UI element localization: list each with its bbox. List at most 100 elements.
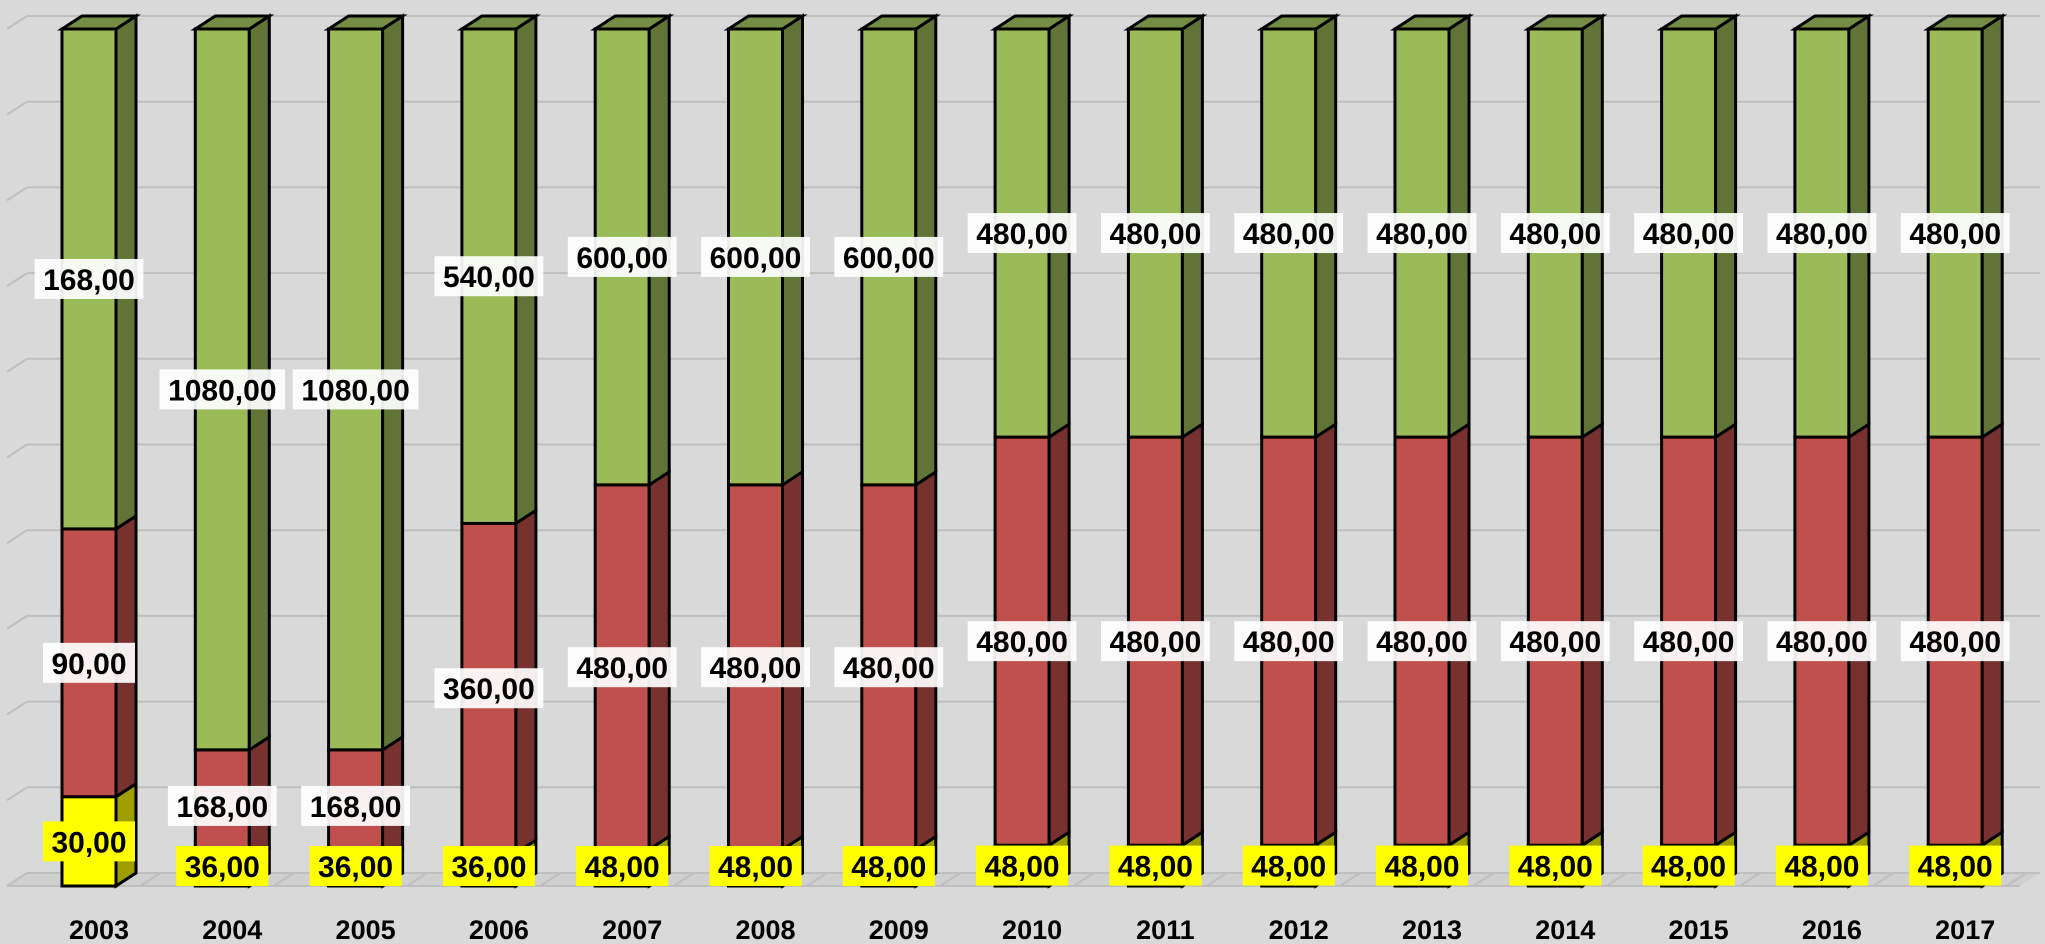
gridline-side [7,787,27,800]
svg-text:48,00: 48,00 [1784,851,1859,884]
svg-text:1080,00: 1080,00 [168,374,276,407]
x-tick-2008: 2008 [735,915,795,944]
data-label-2013-s2: 480,00 [1368,621,1477,661]
gridline-side [7,445,27,458]
data-label-2012-s3: 480,00 [1234,213,1343,253]
gridline-side [7,16,27,29]
x-tick-2011: 2011 [1136,915,1195,944]
x-tick-2012: 2012 [1269,915,1329,944]
svg-text:48,00: 48,00 [851,851,926,884]
svg-text:540,00: 540,00 [443,261,535,294]
svg-text:480,00: 480,00 [1243,218,1335,251]
data-label-2010-s3: 480,00 [968,213,1077,253]
data-label-2014-s3: 480,00 [1501,213,1610,253]
data-label-2006-s3: 540,00 [435,256,544,296]
x-tick-2010: 2010 [1002,915,1062,944]
data-label-2013-s3: 480,00 [1368,213,1477,253]
svg-text:168,00: 168,00 [43,264,135,297]
svg-text:48,00: 48,00 [1518,851,1593,884]
x-tick-2017: 2017 [1935,915,1995,944]
data-label-2016-s3: 480,00 [1768,213,1877,253]
svg-text:480,00: 480,00 [576,652,668,685]
svg-text:48,00: 48,00 [985,851,1060,884]
svg-text:48,00: 48,00 [585,851,660,884]
svg-text:48,00: 48,00 [1118,851,1193,884]
gridline-side [7,187,27,200]
svg-text:480,00: 480,00 [1909,218,2001,251]
svg-text:36,00: 36,00 [318,851,393,884]
svg-text:48,00: 48,00 [718,851,793,884]
svg-text:360,00: 360,00 [443,673,535,706]
data-label-2010-s2: 480,00 [968,621,1077,661]
x-tick-2007: 2007 [602,915,662,944]
data-label-2014-s2: 480,00 [1501,621,1610,661]
svg-text:600,00: 600,00 [576,242,668,275]
svg-text:1080,00: 1080,00 [301,374,409,407]
gridline-side [7,102,27,115]
svg-text:480,00: 480,00 [976,218,1068,251]
data-label-2004-s1: 36,00 [176,846,268,886]
data-label-2006-s2: 360,00 [435,668,544,708]
data-label-2017-s3: 480,00 [1901,213,2010,253]
data-label-2011-s1: 48,00 [1109,846,1201,886]
data-label-2009-s3: 600,00 [834,237,943,277]
data-label-2009-s1: 48,00 [843,846,935,886]
gridline-side [7,359,27,372]
gridline-side [7,702,27,715]
data-label-2016-s2: 480,00 [1768,621,1877,661]
data-label-2005-s3: 1080,00 [293,369,419,409]
svg-text:480,00: 480,00 [1376,626,1468,659]
x-tick-2009: 2009 [869,915,929,944]
data-label-2007-s1: 48,00 [576,846,668,886]
data-label-2011-s3: 480,00 [1101,213,1210,253]
x-tick-2004: 2004 [202,915,262,944]
svg-text:48,00: 48,00 [1251,851,1326,884]
data-label-2004-s3: 1080,00 [160,369,286,409]
svg-text:48,00: 48,00 [1384,851,1459,884]
bars [62,16,2002,886]
svg-text:480,00: 480,00 [976,626,1068,659]
data-label-2003-s1: 30,00 [43,821,135,861]
x-tick-2005: 2005 [336,915,396,944]
svg-text:480,00: 480,00 [1110,626,1202,659]
data-label-2011-s2: 480,00 [1101,621,1210,661]
data-label-2008-s2: 480,00 [701,647,810,687]
svg-text:90,00: 90,00 [51,648,126,681]
svg-text:168,00: 168,00 [176,791,268,824]
data-label-2005-s1: 36,00 [310,846,402,886]
data-label-2008-s1: 48,00 [710,846,802,886]
data-label-2014-s1: 48,00 [1509,846,1601,886]
svg-text:480,00: 480,00 [1776,218,1868,251]
gridline-side [7,273,27,286]
x-axis-tick-labels: 2003 2004 2005 2006 2007 2008 2009 2010 2011 2012… [69,915,1995,944]
data-label-2012-s2: 480,00 [1234,621,1343,661]
svg-text:480,00: 480,00 [1243,626,1335,659]
svg-text:600,00: 600,00 [843,242,935,275]
data-label-2015-s2: 480,00 [1634,621,1743,661]
svg-text:480,00: 480,00 [1110,218,1202,251]
svg-text:36,00: 36,00 [451,851,526,884]
svg-text:48,00: 48,00 [1651,851,1726,884]
data-label-2007-s2: 480,00 [568,647,677,687]
data-label-2003-s2: 90,00 [43,643,135,683]
data-label-2008-s3: 600,00 [701,237,810,277]
data-label-2013-s1: 48,00 [1376,846,1468,886]
svg-text:480,00: 480,00 [1643,626,1735,659]
x-tick-2015: 2015 [1669,915,1729,944]
data-label-2003-s3: 168,00 [35,259,144,299]
svg-text:480,00: 480,00 [1643,218,1735,251]
data-label-2007-s3: 600,00 [568,237,677,277]
data-label-2016-s1: 48,00 [1776,846,1868,886]
data-label-2010-s1: 48,00 [976,846,1068,886]
data-label-2015-s1: 48,00 [1643,846,1735,886]
data-label-2017-s2: 480,00 [1901,621,2010,661]
gridline-side [7,616,27,629]
x-tick-2003: 2003 [69,915,129,944]
svg-text:30,00: 30,00 [51,826,126,859]
data-label-2012-s1: 48,00 [1243,846,1335,886]
svg-text:480,00: 480,00 [1776,626,1868,659]
data-label-2009-s2: 480,00 [834,647,943,687]
x-tick-2016: 2016 [1802,915,1862,944]
data-label-2015-s3: 480,00 [1634,213,1743,253]
